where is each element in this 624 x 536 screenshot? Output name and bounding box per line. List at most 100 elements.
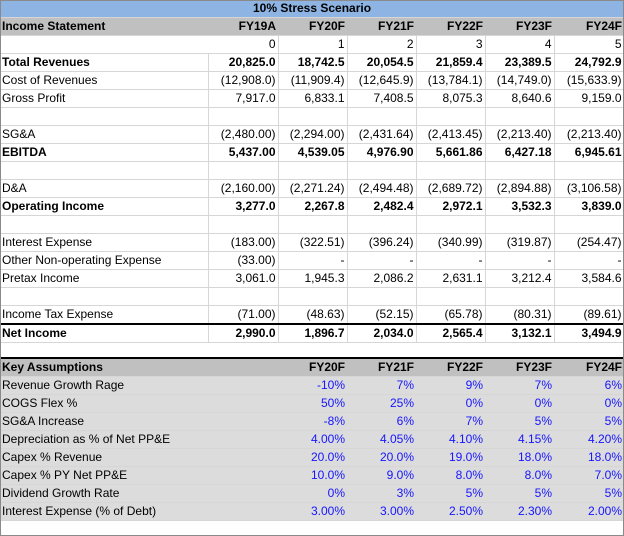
value-cell[interactable] bbox=[208, 287, 279, 306]
value-cell[interactable]: 3,839.0 bbox=[554, 197, 624, 216]
assumption-value-cell[interactable]: 4.20% bbox=[554, 430, 624, 449]
value-cell[interactable] bbox=[416, 215, 486, 234]
value-cell[interactable]: 18,742.5 bbox=[278, 53, 348, 72]
assumption-value-cell[interactable]: 4.10% bbox=[416, 430, 485, 449]
period-index-cell[interactable]: 5 bbox=[554, 35, 624, 54]
value-cell[interactable]: (80.31) bbox=[485, 305, 555, 325]
period-index-cell[interactable]: 2 bbox=[347, 35, 417, 54]
value-cell[interactable]: (15,633.9) bbox=[554, 71, 624, 90]
assumption-label[interactable]: Capex % Revenue bbox=[0, 448, 278, 467]
value-cell[interactable] bbox=[485, 215, 555, 234]
year-header-cell[interactable]: FY21F bbox=[347, 17, 416, 36]
assumption-label[interactable]: Depreciation as % of Net PP&E bbox=[0, 430, 278, 449]
assumption-value-cell[interactable]: 18.0% bbox=[485, 448, 554, 467]
value-cell[interactable]: 20,054.5 bbox=[347, 53, 417, 72]
period-index-cell[interactable]: 1 bbox=[278, 35, 348, 54]
assumption-value-cell[interactable]: 3.00% bbox=[278, 502, 347, 521]
assumption-value-cell[interactable]: 3.00% bbox=[347, 502, 416, 521]
scenario-title[interactable]: 10% Stress Scenario bbox=[0, 0, 624, 18]
assumption-value-cell[interactable]: 4.00% bbox=[278, 430, 347, 449]
row-label[interactable] bbox=[0, 107, 209, 126]
assumption-label[interactable]: Capex % PY Net PP&E bbox=[0, 466, 278, 485]
value-cell[interactable] bbox=[347, 107, 417, 126]
value-cell[interactable]: (2,480.00) bbox=[208, 125, 279, 144]
assumption-label[interactable]: COGS Flex % bbox=[0, 394, 278, 413]
value-cell[interactable]: 7,917.0 bbox=[208, 89, 279, 108]
assumption-value-cell[interactable]: -10% bbox=[278, 376, 347, 395]
value-cell[interactable] bbox=[416, 287, 486, 306]
assumption-value-cell[interactable]: 0% bbox=[278, 484, 347, 503]
assumption-value-cell[interactable]: 5% bbox=[485, 484, 554, 503]
assumption-label[interactable]: Dividend Growth Rate bbox=[0, 484, 278, 503]
row-label[interactable]: EBITDA bbox=[0, 143, 209, 162]
row-label[interactable]: Operating Income bbox=[0, 197, 209, 216]
value-cell[interactable]: (12,645.9) bbox=[347, 71, 417, 90]
value-cell[interactable]: (3,106.58) bbox=[554, 179, 624, 198]
row-label[interactable] bbox=[0, 161, 209, 180]
value-cell[interactable] bbox=[347, 161, 417, 180]
value-cell[interactable]: 4,976.90 bbox=[347, 143, 417, 162]
row-label[interactable]: Other Non-operating Expense bbox=[0, 251, 209, 270]
value-cell[interactable]: (2,689.72) bbox=[416, 179, 486, 198]
year-header-cell[interactable]: FY22F bbox=[416, 17, 485, 36]
row-label[interactable]: D&A bbox=[0, 179, 209, 198]
value-cell[interactable] bbox=[485, 107, 555, 126]
assumption-value-cell[interactable]: 9.0% bbox=[347, 466, 416, 485]
value-cell[interactable]: 6,945.61 bbox=[554, 143, 624, 162]
assumption-value-cell[interactable]: 5% bbox=[554, 412, 624, 431]
value-cell[interactable]: 9,159.0 bbox=[554, 89, 624, 108]
value-cell[interactable]: 2,482.4 bbox=[347, 197, 417, 216]
value-cell[interactable]: (2,894.88) bbox=[485, 179, 555, 198]
assumption-value-cell[interactable]: 8.0% bbox=[416, 466, 485, 485]
assumption-value-cell[interactable]: 2.30% bbox=[485, 502, 554, 521]
value-cell[interactable]: 8,640.6 bbox=[485, 89, 555, 108]
value-cell[interactable] bbox=[485, 287, 555, 306]
value-cell[interactable]: (89.61) bbox=[554, 305, 624, 325]
value-cell[interactable]: 5,437.00 bbox=[208, 143, 279, 162]
value-cell[interactable]: 2,565.4 bbox=[416, 323, 486, 343]
assumption-value-cell[interactable]: 0% bbox=[554, 394, 624, 413]
value-cell[interactable]: 2,972.1 bbox=[416, 197, 486, 216]
value-cell[interactable] bbox=[416, 107, 486, 126]
row-label[interactable] bbox=[0, 215, 209, 234]
value-cell[interactable]: 2,631.1 bbox=[416, 269, 486, 288]
value-cell[interactable] bbox=[278, 287, 348, 306]
value-cell[interactable]: (71.00) bbox=[208, 305, 279, 325]
value-cell[interactable]: 6,833.1 bbox=[278, 89, 348, 108]
value-cell[interactable]: 5,661.86 bbox=[416, 143, 486, 162]
value-cell[interactable]: 3,277.0 bbox=[208, 197, 279, 216]
value-cell[interactable]: (2,213.40) bbox=[554, 125, 624, 144]
value-cell[interactable] bbox=[347, 287, 417, 306]
row-label[interactable]: SG&A bbox=[0, 125, 209, 144]
row-label[interactable]: Cost of Revenues bbox=[0, 71, 209, 90]
assumption-value-cell[interactable]: 20.0% bbox=[278, 448, 347, 467]
value-cell[interactable]: 2,086.2 bbox=[347, 269, 417, 288]
row-label[interactable]: Pretax Income bbox=[0, 269, 209, 288]
assumption-value-cell[interactable]: 2.50% bbox=[416, 502, 485, 521]
value-cell[interactable]: 23,389.5 bbox=[485, 53, 555, 72]
value-cell[interactable] bbox=[278, 161, 348, 180]
row-label[interactable]: Gross Profit bbox=[0, 89, 209, 108]
value-cell[interactable] bbox=[347, 215, 417, 234]
assumption-value-cell[interactable]: -8% bbox=[278, 412, 347, 431]
value-cell[interactable] bbox=[208, 107, 279, 126]
period-index-cell[interactable] bbox=[0, 35, 208, 54]
year-header-cell[interactable]: FY24F bbox=[554, 17, 624, 36]
assumption-value-cell[interactable]: 0% bbox=[485, 394, 554, 413]
value-cell[interactable]: (33.00) bbox=[208, 251, 279, 270]
value-cell[interactable]: 3,132.1 bbox=[485, 323, 555, 343]
assumption-value-cell[interactable]: 5% bbox=[416, 484, 485, 503]
value-cell[interactable] bbox=[554, 161, 624, 180]
year-header-cell[interactable]: FY23F bbox=[485, 17, 554, 36]
assumption-value-cell[interactable]: 50% bbox=[278, 394, 347, 413]
assumption-value-cell[interactable]: 7% bbox=[485, 376, 554, 395]
assumption-value-cell[interactable]: 7% bbox=[347, 376, 416, 395]
value-cell[interactable]: (2,431.64) bbox=[347, 125, 417, 144]
assumption-value-cell[interactable]: 25% bbox=[347, 394, 416, 413]
value-cell[interactable]: (254.47) bbox=[554, 233, 624, 252]
value-cell[interactable]: 4,539.05 bbox=[278, 143, 348, 162]
value-cell[interactable]: 3,532.3 bbox=[485, 197, 555, 216]
value-cell[interactable] bbox=[208, 161, 279, 180]
assumption-value-cell[interactable]: 3% bbox=[347, 484, 416, 503]
value-cell[interactable]: - bbox=[347, 251, 417, 270]
